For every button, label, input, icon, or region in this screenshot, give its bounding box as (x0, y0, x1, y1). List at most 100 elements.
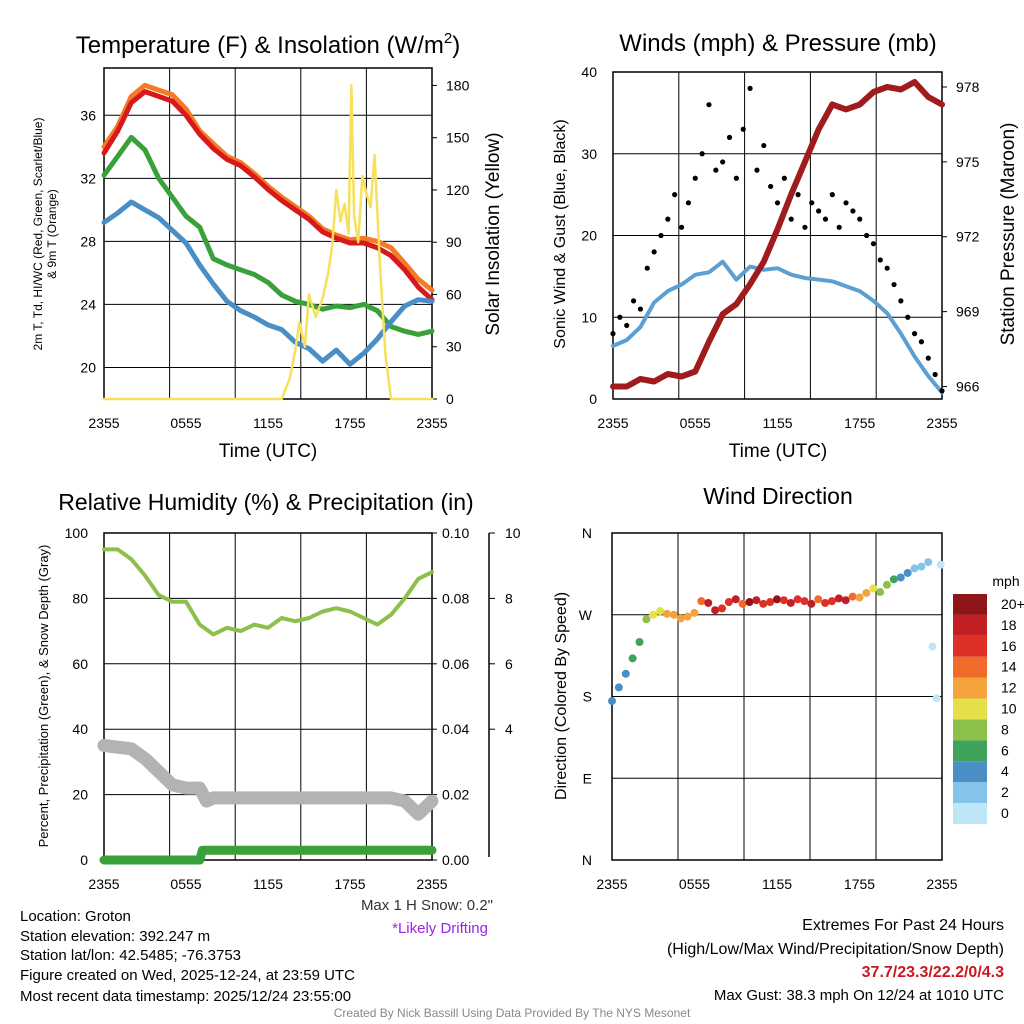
direction-point (855, 593, 864, 602)
y3-tick-label: 8 (505, 590, 513, 606)
gust-point (658, 232, 664, 239)
y-tick-label: 40 (581, 64, 597, 80)
y2-tick-label: 150 (446, 130, 470, 146)
y2-tick-label: 0.00 (442, 852, 469, 868)
direction-point (917, 562, 926, 571)
x-tick-label: 2355 (88, 415, 119, 431)
gust-point (774, 200, 781, 206)
direction-point (690, 608, 699, 617)
legend-swatch (953, 656, 987, 678)
gust-point (637, 306, 644, 312)
legend-label: 18 (1001, 617, 1017, 633)
gust-point (911, 331, 918, 337)
direction-point (786, 598, 795, 607)
direction-point (628, 654, 637, 663)
gust-point (939, 388, 945, 394)
legend-swatch (953, 761, 987, 783)
direction-point (773, 595, 781, 604)
direction-point (883, 580, 891, 589)
gust-point (836, 224, 842, 230)
y-axis-label: & 9m T (Orange) (45, 189, 59, 279)
gust-point (809, 200, 815, 206)
x-tick-label: 0555 (170, 876, 201, 892)
direction-point (924, 558, 933, 567)
direction-point (814, 595, 823, 604)
legend-label: 12 (1001, 680, 1017, 696)
legend-swatch (953, 614, 987, 636)
y2-tick-label: 0.08 (442, 590, 469, 606)
direction-point (869, 584, 878, 593)
gust-point (644, 265, 650, 271)
y-tick-label: 28 (80, 233, 96, 249)
direction-point (896, 573, 905, 582)
y-tick-label: 20 (581, 228, 597, 244)
direction-point (759, 599, 768, 608)
x-tick-label: 1755 (844, 415, 875, 431)
gust-point (843, 200, 849, 206)
y2-tick-label: 180 (446, 77, 470, 93)
gust-point (740, 126, 746, 132)
gust-point (624, 322, 630, 329)
gust-point (932, 371, 938, 378)
legend-swatch (953, 782, 987, 803)
recent-text: Most recent data timestamp: 2025/12/24 2… (20, 988, 352, 1005)
location-text: Location: Groton (20, 908, 131, 925)
direction-point (800, 597, 809, 606)
gust-point (884, 265, 890, 271)
direction-point (828, 597, 836, 606)
legend-label: 6 (1001, 742, 1009, 758)
y-axis-label: Percent, Precipitation (Green), & Snow D… (36, 545, 51, 848)
direction-point (704, 598, 713, 607)
direction-point (752, 596, 761, 605)
x-tick-label: 1155 (253, 415, 283, 431)
y2-tick-label: 60 (446, 286, 462, 302)
extremes-values: 37.7/23.3/22.2/0/4.3 (861, 964, 1004, 981)
direction-point (697, 597, 706, 606)
gust-point (699, 151, 705, 157)
gust-point (822, 216, 829, 222)
y2-tick-label: 966 (956, 379, 980, 395)
y2-tick-label: 0 (446, 391, 454, 407)
x-tick-label: 2355 (596, 876, 627, 892)
direction-point (676, 614, 685, 623)
y-tick-label: 32 (80, 170, 96, 186)
y-tick-label: 36 (80, 107, 96, 123)
chart-title: Wind Direction (703, 483, 853, 509)
gust-point (781, 175, 787, 181)
y2-tick-label: 978 (956, 79, 980, 95)
y-tick-label: 100 (65, 525, 89, 541)
y3-tick-label: 4 (505, 721, 513, 737)
y2-axis-label: Solar Insolation (Yellow) (483, 132, 504, 335)
direction-point (608, 697, 616, 706)
legend-title: mph (992, 573, 1019, 589)
series-line-pressure (610, 79, 945, 390)
gust-point (692, 175, 698, 181)
y-tick-label: S (583, 689, 592, 705)
legend-swatch (953, 594, 987, 615)
y-tick-label: 20 (80, 359, 96, 375)
legend-label: 2 (1001, 784, 1009, 800)
y-axis-label: Direction (Colored By Speed) (553, 592, 570, 800)
x-tick-label: 1755 (334, 415, 365, 431)
direction-point (903, 568, 912, 577)
series-line-2m-t (101, 89, 435, 303)
direction-point (889, 575, 898, 584)
gust-point (706, 102, 712, 108)
x-tick-label: 2355 (926, 876, 957, 892)
x-tick-label: 0555 (679, 876, 710, 892)
gust-point (857, 216, 863, 222)
direction-point (649, 610, 658, 619)
series-line-precipitation (99, 845, 437, 865)
y-tick-label: 40 (72, 721, 88, 737)
direction-point (642, 615, 651, 624)
y2-tick-label: 0.06 (442, 656, 469, 672)
legend-label: 10 (1001, 701, 1017, 717)
x-tick-label: 1755 (844, 876, 875, 892)
y-tick-label: 24 (80, 296, 96, 312)
max-gust-text: Max Gust: 38.3 mph On 12/24 at 1010 UTC (713, 987, 1004, 1004)
plot-frame (103, 532, 433, 861)
x-axis-label: Time (UTC) (219, 441, 318, 462)
elevation-text: Station elevation: 392.247 m (20, 928, 211, 945)
created-text: Figure created on Wed, 2025-12-24, at 23… (20, 967, 355, 984)
